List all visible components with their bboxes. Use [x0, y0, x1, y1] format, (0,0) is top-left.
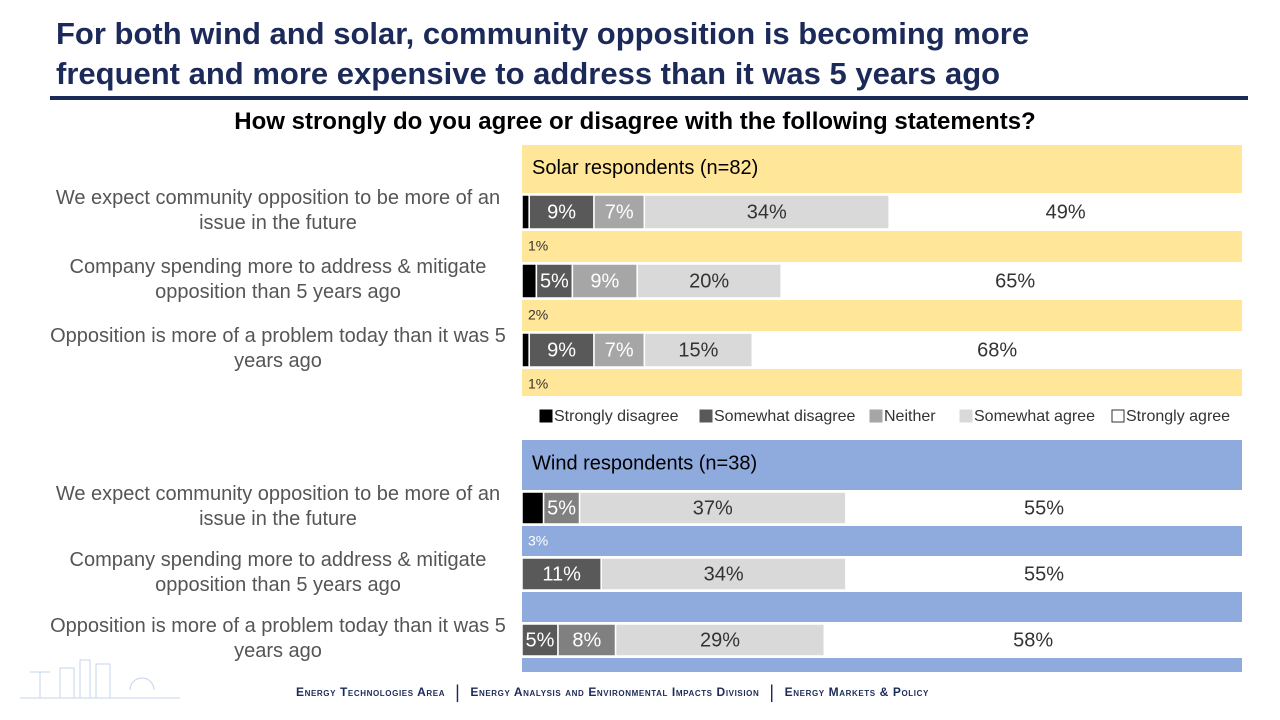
category-label: We expect community opposition to be mor… [55, 187, 501, 234]
legend-label: Strongly disagree [554, 408, 679, 425]
bar-segment [888, 194, 1243, 230]
data-label: 9% [547, 201, 576, 223]
logo [20, 659, 180, 699]
bar-segment [571, 263, 638, 299]
bar-segment [521, 557, 602, 591]
bar-segment [521, 623, 559, 657]
data-label: 5% [547, 497, 576, 519]
data-label: 5% [526, 629, 555, 651]
data-label: 34% [747, 201, 787, 223]
panel-title: Solar respondents (n=82) [532, 157, 758, 179]
data-label: 11% [542, 563, 581, 585]
category-label: Opposition is more of a problem today th… [50, 615, 506, 662]
data-label: 37% [693, 497, 733, 519]
footer-item: Energy Analysis and Environmental Impact… [470, 685, 760, 699]
footer-item: Energy Technologies Area [296, 685, 446, 699]
bar-segment [542, 491, 581, 525]
data-label: 15% [678, 339, 718, 361]
legend-swatch [699, 409, 713, 423]
category-label: We expect community opposition to be mor… [55, 483, 501, 530]
bar-segment [521, 332, 530, 368]
bar-segment [578, 491, 847, 525]
bar-segment [823, 623, 1243, 657]
bar-segment [643, 194, 890, 230]
bar-segment [593, 332, 646, 368]
data-label: 1% [528, 376, 548, 392]
bar-segment [528, 332, 595, 368]
bar-segment [535, 263, 574, 299]
data-label: 65% [995, 270, 1035, 292]
bar-segment [845, 557, 1243, 591]
data-label: 58% [1013, 629, 1053, 651]
bar-segment [780, 263, 1250, 299]
category-label: Company spending more to address & mitig… [69, 549, 487, 596]
legend-swatch [539, 409, 553, 423]
title-rule [50, 96, 1248, 100]
legend-swatch [1111, 409, 1125, 423]
bar-segment [521, 491, 545, 525]
data-label: 7% [605, 339, 634, 361]
legend-label: Strongly agree [1126, 408, 1230, 425]
data-label: 8% [572, 629, 601, 651]
bar-segment [593, 194, 646, 230]
slide-title: For both wind and solar, community oppos… [56, 16, 1030, 91]
data-label: 20% [689, 270, 729, 292]
bar-segment [521, 263, 538, 299]
data-label: 9% [590, 270, 619, 292]
data-label: 55% [1024, 497, 1064, 519]
category-label: Company spending more to address & mitig… [69, 256, 487, 303]
category-label: Opposition is more of a problem today th… [50, 325, 506, 372]
question: How strongly do you agree or disagree wi… [234, 108, 1036, 135]
bar-segment [557, 623, 617, 657]
data-label: 55% [1024, 563, 1064, 585]
data-label: 7% [605, 201, 634, 223]
legend-label: Neither [884, 408, 936, 425]
data-label: 34% [704, 563, 744, 585]
bar-segment [528, 194, 595, 230]
legend-swatch [959, 409, 973, 423]
data-label: 68% [977, 339, 1017, 361]
footer: Energy Technologies Area | Energy Analysis… [296, 682, 929, 702]
data-label: 2% [528, 307, 548, 323]
bar-segment [521, 194, 530, 230]
data-label: 5% [540, 270, 569, 292]
data-label: 49% [1046, 201, 1086, 223]
data-label: 1% [528, 238, 548, 254]
panel-title: Wind respondents (n=38) [532, 452, 757, 474]
legend-label: Somewhat disagree [714, 408, 856, 425]
bar-segment [636, 263, 782, 299]
bar-segment [751, 332, 1243, 368]
bar-segment [845, 491, 1243, 525]
legend-label: Somewhat agree [974, 408, 1095, 425]
footer-item: Energy Markets & Policy [784, 685, 929, 699]
legend-swatch [869, 409, 883, 423]
data-label: 29% [700, 629, 740, 651]
data-label: 3% [528, 533, 548, 549]
data-label: 9% [547, 339, 576, 361]
